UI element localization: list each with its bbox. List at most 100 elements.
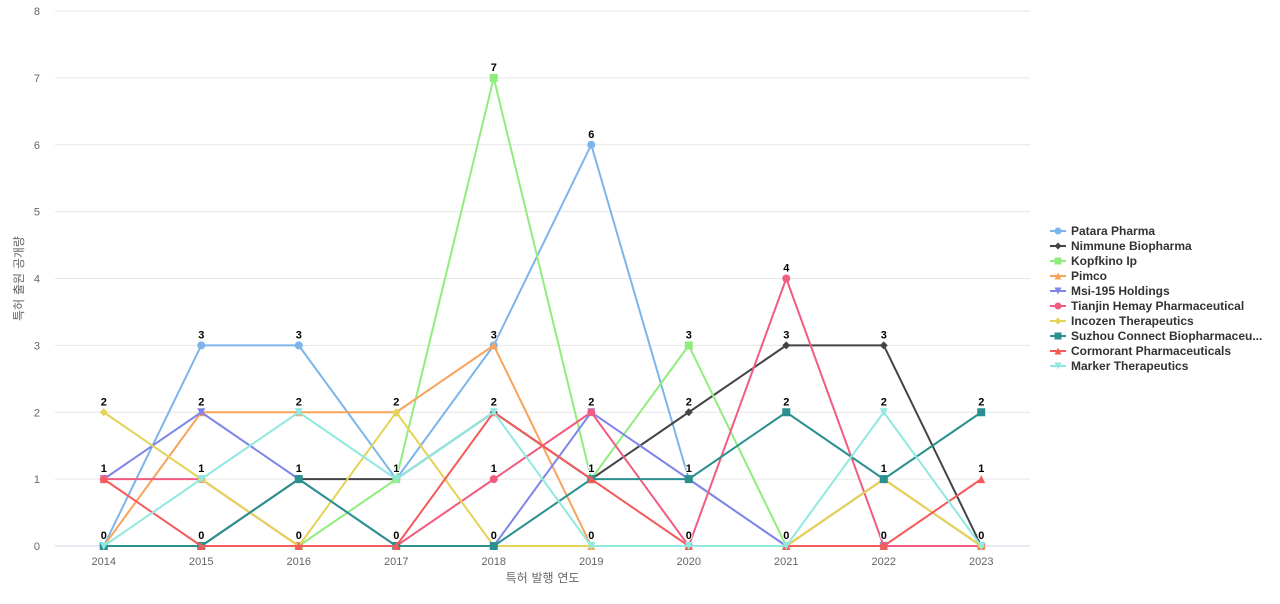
data-label: 1: [881, 463, 887, 475]
data-label: 7: [491, 62, 497, 74]
y-tick-label: 7: [34, 73, 40, 85]
data-label: 2: [881, 396, 887, 408]
legend-item[interactable]: Msi-195 Holdings: [1050, 283, 1262, 298]
data-label: 0: [686, 530, 692, 542]
data-point-tianjin-hemay-pharmaceutical: [587, 408, 596, 417]
data-point-nimmune-biopharma: [782, 341, 791, 350]
data-label: 2: [491, 396, 497, 408]
data-label: 1: [296, 463, 302, 475]
data-label: 2: [393, 396, 399, 408]
data-point-kopfkino-ip: [684, 341, 693, 350]
legend-item[interactable]: Tianjin Hemay Pharmaceutical: [1050, 298, 1262, 313]
data-label: 1: [393, 463, 399, 475]
legend-label: Incozen Therapeutics: [1071, 313, 1194, 328]
legend-label: Cormorant Pharmaceuticals: [1071, 343, 1232, 358]
data-label: 0: [978, 530, 984, 542]
data-point-suzhou-connect-biopharmaceu: [782, 408, 791, 417]
data-label: 6: [588, 129, 594, 141]
data-label: 3: [881, 329, 887, 341]
data-point-suzhou-connect-biopharmaceu: [977, 408, 986, 417]
legend-marker-icon: [1050, 257, 1066, 264]
data-label: 3: [783, 329, 789, 341]
data-label: 0: [491, 530, 497, 542]
data-point-suzhou-connect-biopharmaceu: [684, 475, 693, 484]
data-label: 2: [686, 396, 692, 408]
x-tick-label: 2021: [774, 556, 798, 568]
legend-label: Suzhou Connect Biopharmaceu...: [1071, 328, 1263, 343]
legend-marker-icon: [1050, 347, 1066, 354]
data-label: 0: [588, 530, 594, 542]
legend-item[interactable]: Incozen Therapeutics: [1050, 313, 1262, 328]
series-line-marker-therapeutics: [103, 411, 983, 547]
data-point-incozen-therapeutics: [99, 408, 108, 417]
data-point-cormorant-pharmaceuticals: [587, 475, 596, 484]
data-point-cormorant-pharmaceuticals: [879, 542, 888, 550]
data-label: 0: [881, 530, 887, 542]
legend-item[interactable]: Kopfkino Ip: [1050, 253, 1262, 268]
legend-item[interactable]: Suzhou Connect Biopharmaceu...: [1050, 328, 1262, 343]
data-label: 0: [783, 530, 789, 542]
x-tick-label: 2022: [872, 556, 896, 568]
legend-item[interactable]: Cormorant Pharmaceuticals: [1050, 343, 1262, 358]
legend-item[interactable]: Patara Pharma: [1050, 223, 1262, 238]
data-label: 1: [101, 463, 107, 475]
data-point-marker-therapeutics: [99, 542, 108, 550]
data-label: 1: [491, 463, 497, 475]
data-point-cormorant-pharmaceuticals: [392, 542, 401, 550]
data-label: 2: [296, 396, 302, 408]
data-label: 0: [296, 530, 302, 542]
data-label: 2: [198, 396, 204, 408]
series-line-kopfkino-ip: [103, 76, 982, 547]
data-point-patara-pharma: [587, 140, 596, 149]
series-line-suzhou-connect-biopharmaceu: [103, 411, 982, 547]
legend-marker-icon: [1050, 287, 1066, 294]
x-tick-label: 2016: [287, 556, 311, 568]
data-label: 3: [296, 329, 302, 341]
data-label: 2: [783, 396, 789, 408]
legend-marker-icon: [1050, 242, 1066, 249]
data-point-suzhou-connect-biopharmaceu: [294, 475, 303, 484]
data-point-marker-therapeutics: [684, 542, 693, 550]
data-point-nimmune-biopharma: [684, 408, 693, 417]
x-tick-label: 2020: [677, 556, 701, 568]
legend-item[interactable]: Pimco: [1050, 268, 1262, 283]
x-tick-label: 2019: [579, 556, 603, 568]
data-point-marker-therapeutics: [489, 408, 498, 417]
y-tick-label: 8: [34, 6, 40, 18]
x-tick-label: 2017: [384, 556, 408, 568]
data-point-cormorant-pharmaceuticals: [197, 542, 206, 550]
data-point-patara-pharma: [197, 341, 206, 350]
legend-marker-icon: [1050, 302, 1066, 309]
data-label: 3: [686, 329, 692, 341]
data-point-marker-therapeutics: [977, 542, 986, 550]
legend-marker-icon: [1050, 317, 1066, 324]
data-label: 2: [978, 396, 984, 408]
y-tick-label: 6: [34, 140, 40, 152]
data-point-incozen-therapeutics: [392, 408, 401, 417]
y-tick-label: 0: [34, 541, 40, 553]
x-tick-label: 2015: [189, 556, 213, 568]
legend-item[interactable]: Nimmune Biopharma: [1050, 238, 1262, 253]
series-line-cormorant-pharmaceuticals: [103, 411, 982, 547]
data-point-marker-therapeutics: [197, 475, 206, 484]
legend-label: Nimmune Biopharma: [1071, 238, 1192, 253]
data-point-tianjin-hemay-pharmaceutical: [489, 475, 498, 484]
data-label: 0: [198, 530, 204, 542]
y-tick-label: 5: [34, 207, 40, 219]
data-point-msi-195-holdings: [197, 408, 206, 417]
data-label: 0: [101, 530, 107, 542]
data-point-tianjin-hemay-pharmaceutical: [782, 274, 791, 283]
x-tick-label: 2018: [482, 556, 506, 568]
data-label: 0: [393, 530, 399, 542]
y-tick-label: 1: [34, 474, 40, 486]
x-axis-title: 특허 발행 연도: [506, 570, 580, 585]
data-label: 1: [588, 463, 594, 475]
y-axis-title: 특허 출원 공개량: [12, 236, 26, 321]
data-point-cormorant-pharmaceuticals: [99, 475, 108, 484]
legend-marker-icon: [1050, 227, 1066, 234]
legend-label: Marker Therapeutics: [1071, 358, 1189, 373]
data-point-marker-therapeutics: [392, 475, 401, 484]
data-label: 1: [686, 463, 692, 475]
data-point-nimmune-biopharma: [879, 341, 888, 350]
legend-item[interactable]: Marker Therapeutics: [1050, 358, 1262, 373]
